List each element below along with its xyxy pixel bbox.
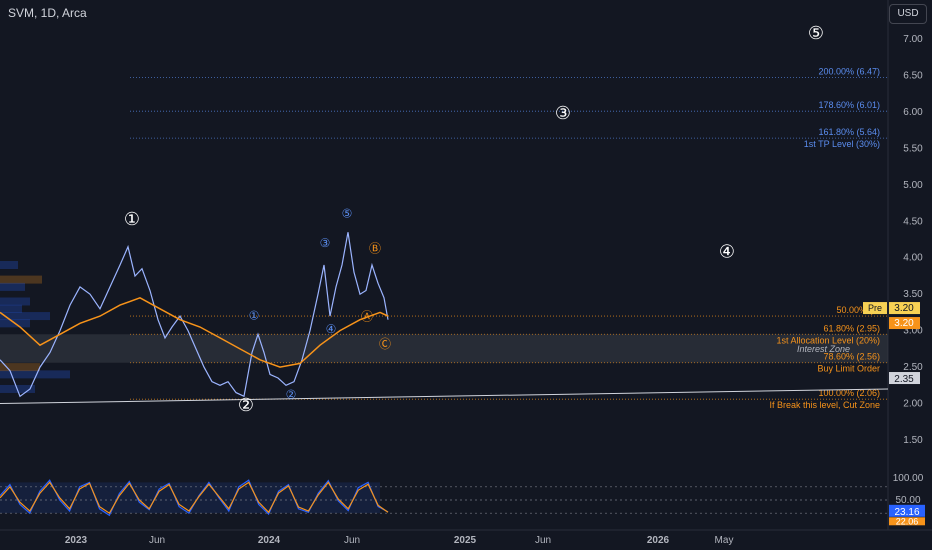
fib-level-label: 78.60% (2.56) [823,352,880,362]
price-tick-label: 2.00 [903,399,923,410]
price-tick-label: 1.50 [903,435,923,446]
price-tick-label: 7.00 [903,34,923,45]
pre-tag-label: Pre [868,303,882,313]
wave-label: ① [124,209,140,229]
oscillator-tick-label: 50.00 [895,495,920,506]
oscillator-tick-label: 100.00 [893,473,924,484]
price-tick-label: 5.00 [903,180,923,191]
wave-label: ② [238,395,254,415]
ema-line [0,296,389,368]
wave-label: ⑤ [808,23,824,43]
time-tick-label: May [715,535,734,546]
level-tag-bg [889,372,920,385]
cut-zone-label: If Break this level, Cut Zone [769,400,880,410]
time-tick-label: Jun [149,535,165,546]
oscillator-orange-line [0,481,389,515]
volume-profile-bar [0,363,40,372]
interest-zone-band [0,334,888,363]
buy-limit-label: Buy Limit Order [817,364,880,374]
fib-level-label: 61.80% (2.95) [823,323,880,333]
oscillator-blue-tag-bg [889,504,925,517]
fib-level-label: 200.00% (6.47) [818,67,880,77]
chart-title: SVM, 1D, Arca [8,6,87,20]
wave-label: ③ [555,103,571,123]
price-tick-label: 4.50 [903,216,923,227]
price-line [0,232,389,398]
volume-profile-bar [0,370,70,379]
interest-zone-label: Interest Zone [797,344,850,354]
pre-price-tag-bg [889,302,920,315]
wave-label: ⑤ [342,207,353,221]
tp-level-label: 1st TP Level (30%) [804,139,880,149]
oscillator-blue-value: 23.16 [894,507,919,518]
price-tick-label: 6.50 [903,70,923,81]
volume-profile-bar [0,297,30,306]
price-tick-label: 4.00 [903,253,923,264]
pre-tag-bg [863,302,887,315]
fib-level-label: 178.60% (6.01) [818,100,880,110]
level-tag: 2.35 [894,374,914,385]
price-tick-label: 3.50 [903,289,923,300]
volume-profile-bar [0,312,50,321]
time-tick-label: 2026 [647,535,670,546]
time-tick-label: 2024 [258,535,281,546]
fib-level-label: 50.00% (3. [836,305,880,315]
pre-price-tag: 3.20 [894,303,914,314]
wave-label: Ⓑ [369,242,381,256]
price-tick-label: 5.50 [903,143,923,154]
fib-level-label: 161.80% (5.64) [818,127,880,137]
time-tick-label: Jun [344,535,360,546]
price-tick-label: 6.00 [903,107,923,118]
wave-label: ② [286,387,297,401]
wave-label: ④ [326,322,337,336]
last-price-tag-bg [889,317,920,330]
volume-profile-bar [0,304,22,313]
allocation-label: 1st Allocation Level (20%) [776,335,880,345]
wave-label: ④ [719,242,735,262]
oscillator-orange-tag-bg [889,517,925,526]
volume-profile-bar [0,275,42,284]
last-price-tag: 3.20 [894,318,914,329]
price-tick-label: 2.50 [903,362,923,373]
volume-profile-bar [0,261,18,270]
fib-level-label: 100.00% (2.06) [818,388,880,398]
price-tick-label: 3.00 [903,326,923,337]
volume-profile-bar [0,282,25,291]
wave-label: Ⓐ [361,309,373,323]
trendline [0,388,889,405]
time-tick-label: 2023 [65,535,88,546]
time-tick-label: 2025 [454,535,477,546]
wave-label: Ⓒ [379,337,391,351]
time-tick-label: Jun [535,535,551,546]
wave-label: ③ [320,236,331,250]
currency-button[interactable]: USD [889,4,927,24]
oscillator-orange-value: 22.06 [896,516,919,526]
wave-label: ① [249,309,260,323]
